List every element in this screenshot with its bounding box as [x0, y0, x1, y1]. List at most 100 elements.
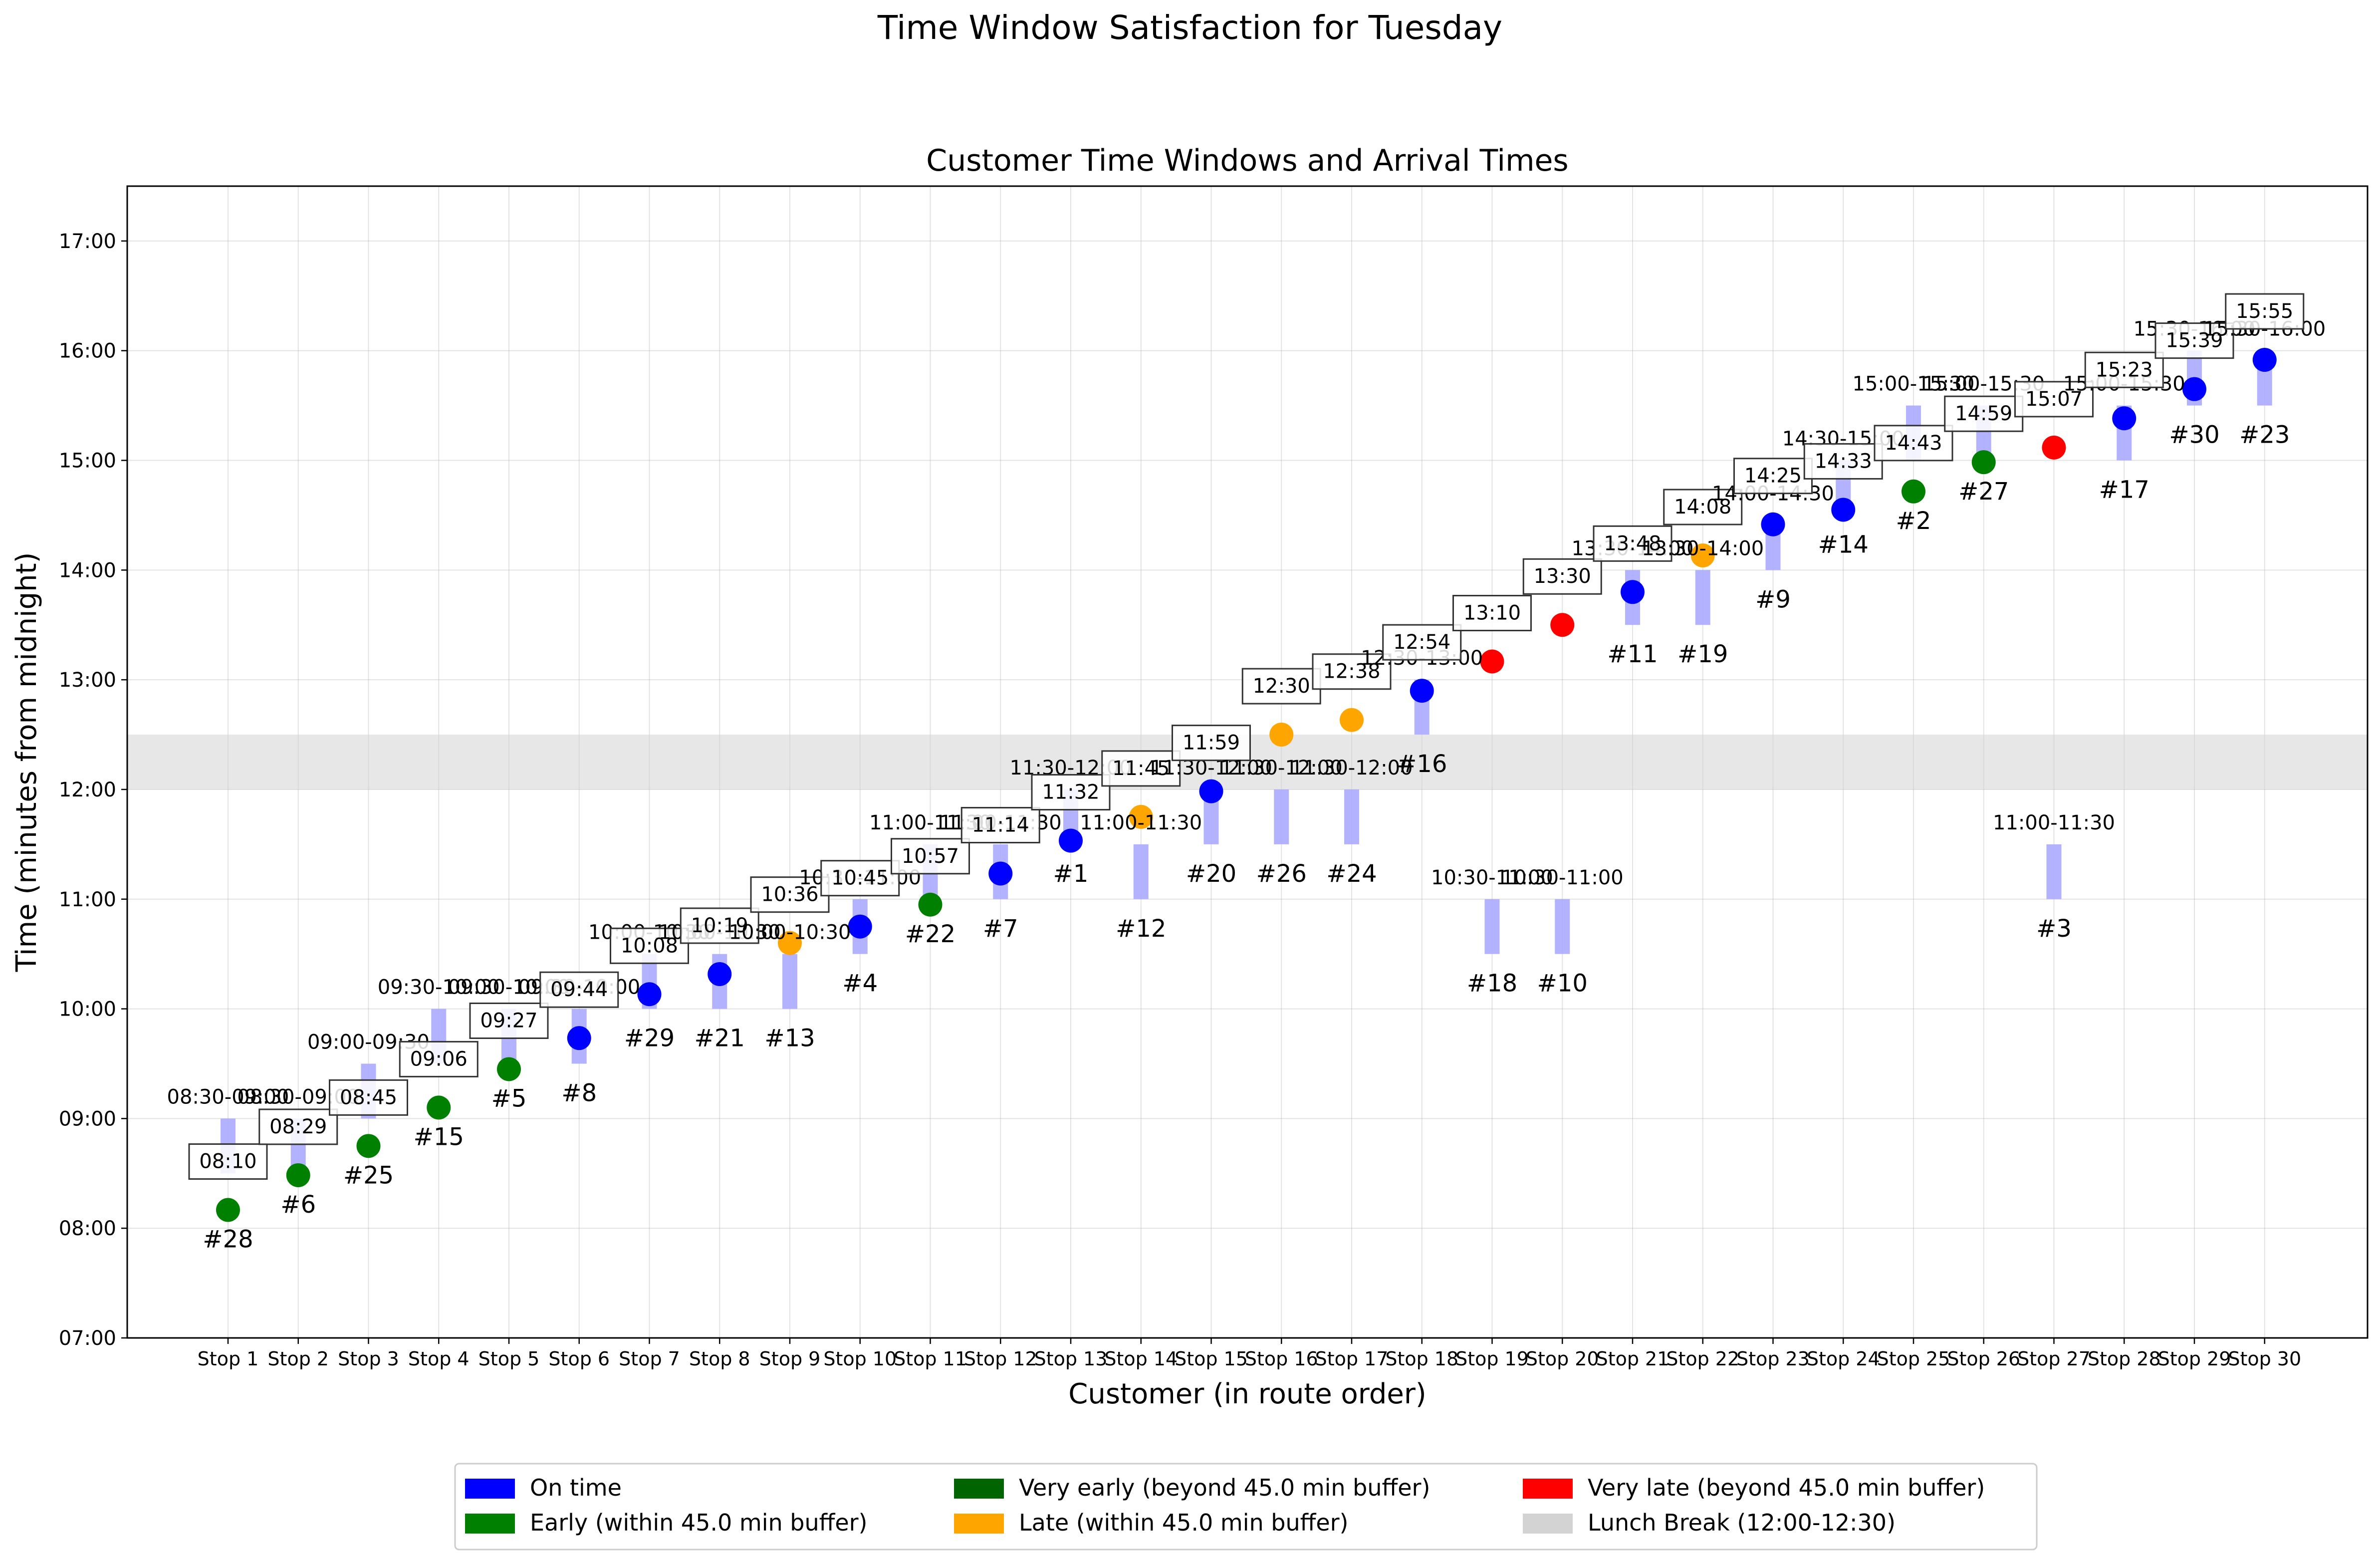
- time-window-bar: [1484, 899, 1500, 954]
- arrival-time-label: 14:59: [1955, 402, 2012, 425]
- arrival-time-box: [820, 860, 900, 897]
- x-tick-label: Stop 18: [1385, 1348, 1458, 1370]
- arrival-time-box: [188, 1143, 268, 1180]
- arrival-time-label: 09:27: [480, 1009, 537, 1032]
- arrival-time-label: 14:25: [1744, 465, 1802, 488]
- arrival-point: [1199, 779, 1223, 803]
- arrival-point: [216, 1198, 240, 1222]
- arrival-time-label: 15:07: [2025, 388, 2083, 411]
- x-tick-label: Stop 30: [2228, 1348, 2301, 1370]
- arrival-time-label: 13:30: [1534, 565, 1591, 588]
- x-tick-label: Stop 19: [1455, 1348, 1529, 1370]
- arrival-time-box: [2225, 293, 2305, 330]
- x-tick-label: Stop 17: [1315, 1348, 1389, 1370]
- customer-label: #17: [2099, 476, 2149, 504]
- time-window-label: 11:30-12:00: [1291, 757, 1413, 780]
- arrival-point: [988, 861, 1013, 886]
- y-tick-label: 09:00: [59, 1107, 116, 1130]
- arrival-point: [2042, 435, 2066, 460]
- arrival-time-box: [610, 927, 689, 964]
- time-window-label: 11:00-11:30: [1080, 811, 1202, 834]
- arrival-time-box: [1241, 668, 1321, 705]
- arrival-time-label: 12:30: [1253, 675, 1310, 698]
- x-tick-label: Stop 7: [619, 1348, 680, 1370]
- arrival-point: [918, 892, 943, 917]
- arrival-time-label: 11:32: [1042, 781, 1099, 804]
- arrival-time-label: 13:10: [1463, 602, 1521, 625]
- customer-label: #14: [1818, 530, 1869, 558]
- time-window-label: 11:30-12:00: [1220, 757, 1343, 780]
- arrival-time-label: 08:10: [199, 1150, 256, 1173]
- arrival-time-label: 10:19: [691, 914, 748, 937]
- x-tick-label: Stop 29: [2158, 1348, 2231, 1370]
- arrival-time-label: 12:54: [1393, 631, 1450, 654]
- arrival-time-box: [1733, 458, 1813, 495]
- arrival-time-box: [1663, 489, 1743, 525]
- arrival-point: [1971, 450, 1996, 475]
- arrival-point: [1761, 512, 1785, 536]
- customer-label: #19: [1677, 640, 1728, 668]
- x-tick-label: Stop 10: [823, 1348, 897, 1370]
- arrival-time-box: [1452, 595, 1532, 632]
- y-axis-ticks: 07:00 08:00 09:00 10:00 11:00 12:00 13:00 14:00…: [59, 230, 127, 1350]
- arrival-time-box: [1172, 725, 1251, 762]
- time-window-bar: [1695, 570, 1710, 625]
- time-window-label: 15:00-15:30: [1853, 373, 1975, 396]
- arrival-point: [567, 1026, 591, 1050]
- arrival-time-box: [1522, 558, 1602, 595]
- x-tick-label: Stop 9: [759, 1348, 821, 1370]
- customer-label: #7: [983, 915, 1018, 943]
- arrival-time-label: 10:36: [761, 883, 818, 906]
- legend-swatch: [1523, 1479, 1573, 1499]
- arrival-time-label: 15:23: [2096, 358, 2153, 381]
- customer-label: #26: [1256, 860, 1307, 888]
- time-window-label: 08:30-09:00: [167, 1085, 289, 1108]
- arrival-time-box: [2014, 381, 2094, 418]
- y-tick-label: 16:00: [59, 340, 116, 363]
- y-tick-label: 07:00: [59, 1327, 116, 1350]
- x-tick-label: Stop 6: [548, 1348, 610, 1370]
- arrival-time-label: 14:08: [1674, 496, 1731, 519]
- x-tick-label: Stop 14: [1104, 1348, 1178, 1370]
- arrival-point: [2182, 377, 2206, 401]
- figure-title: Time Window Satisfaction for Tuesday: [877, 8, 1502, 47]
- arrival-point: [637, 982, 662, 1007]
- arrival-time-box: [1874, 425, 1953, 462]
- time-window-label: 09:30-10:00: [378, 976, 500, 999]
- customer-label: #18: [1467, 970, 1517, 998]
- x-tick-label: Stop 22: [1666, 1348, 1739, 1370]
- y-tick-label: 11:00: [59, 888, 116, 911]
- arrival-time-box: [258, 1108, 338, 1145]
- y-tick-label: 15:00: [59, 450, 116, 473]
- customer-label: #15: [414, 1123, 464, 1151]
- arrival-time-label: 13:48: [1604, 532, 1661, 555]
- arrival-point: [1059, 828, 1083, 853]
- time-window-label: 11:00-11:30: [1993, 811, 2115, 834]
- x-tick-label: Stop 4: [408, 1348, 470, 1370]
- y-tick-label: 14:00: [59, 559, 116, 582]
- arrival-point: [1480, 649, 1504, 674]
- legend-label: Early (within 45.0 min buffer): [530, 1509, 868, 1536]
- arrival-point: [1690, 543, 1715, 568]
- arrival-point: [2252, 348, 2277, 372]
- x-tick-label: Stop 26: [1947, 1348, 2020, 1370]
- customer-label: #6: [280, 1191, 316, 1219]
- x-tick-label: Stop 2: [267, 1348, 329, 1370]
- customer-label: #4: [842, 970, 878, 998]
- y-tick-label: 10:00: [59, 998, 116, 1021]
- arrival-point: [1340, 708, 1364, 732]
- customer-label: #21: [695, 1025, 745, 1052]
- arrival-time-label: 09:06: [410, 1047, 468, 1070]
- customer-label: #12: [1116, 915, 1166, 943]
- customer-label: #24: [1326, 860, 1377, 888]
- x-tick-label: Stop 27: [2017, 1348, 2091, 1370]
- arrival-time-box: [1803, 443, 1883, 480]
- arrival-time-label: 11:59: [1183, 732, 1240, 755]
- customer-label: #27: [1958, 478, 2009, 506]
- x-tick-label: Stop 16: [1245, 1348, 1318, 1370]
- legend-box: [454, 1463, 2038, 1551]
- customer-label: #2: [1896, 507, 1931, 535]
- x-axis-label: Customer (in route order): [1068, 1378, 1426, 1410]
- arrival-point: [1902, 479, 1925, 504]
